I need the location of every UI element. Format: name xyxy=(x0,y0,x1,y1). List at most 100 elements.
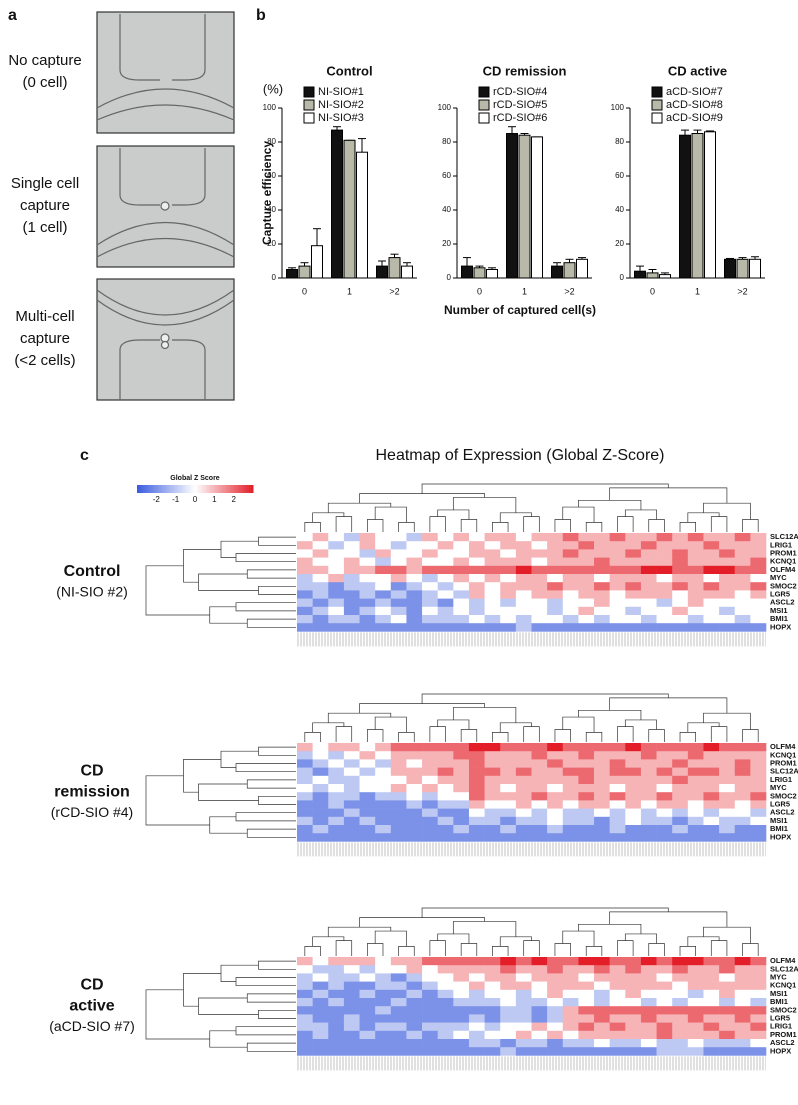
colorbar-step xyxy=(147,485,150,493)
heatmap-cell xyxy=(375,574,392,583)
heatmap-cell xyxy=(390,998,407,1007)
heatmap-cell xyxy=(484,1039,501,1048)
heatmap-cell xyxy=(734,792,751,801)
heatmap-cell xyxy=(484,533,501,542)
x-axis-label: Number of captured cell(s) xyxy=(444,303,596,317)
heatmap-cell xyxy=(656,767,673,777)
heatmap-cell xyxy=(750,825,767,834)
heatmap-cell xyxy=(656,574,673,583)
colorbar-step xyxy=(179,485,182,493)
heatmap-cell xyxy=(500,957,517,966)
bar xyxy=(646,272,659,279)
heatmap-cell xyxy=(703,549,720,558)
heatmap-cell xyxy=(422,751,438,760)
heatmap-cell xyxy=(750,606,767,616)
colorbar-step xyxy=(141,485,144,493)
heatmap-cell xyxy=(750,800,767,809)
colorbar-tick-label: -1 xyxy=(172,495,180,504)
heatmap-cell xyxy=(547,808,564,818)
heatmap-cell xyxy=(500,598,517,608)
heatmap-cell xyxy=(437,1030,454,1040)
heatmap-cell xyxy=(359,808,376,818)
heatmap-cell xyxy=(672,800,689,809)
heatmap-cell xyxy=(640,1047,657,1056)
heatmap-cell xyxy=(750,541,767,550)
heatmap-cell xyxy=(578,574,595,583)
heatmap-cell xyxy=(468,1006,485,1015)
heatmap-cell xyxy=(406,615,423,624)
heatmap-cell xyxy=(547,574,564,583)
heatmap-cell xyxy=(359,989,376,999)
gene-label: KCNQ1 xyxy=(770,557,796,566)
heatmap-cell xyxy=(500,1047,517,1056)
heatmap-cell xyxy=(703,816,720,826)
heatmap-cell xyxy=(312,957,329,966)
y-tick-label: 100 xyxy=(611,103,625,112)
heatmap-cell xyxy=(656,743,673,752)
heatmap-cell xyxy=(562,998,579,1007)
heatmap-cell xyxy=(312,808,329,818)
heatmap-cell xyxy=(453,590,470,599)
heatmap-cell xyxy=(703,541,720,550)
panel-letter: c xyxy=(80,447,89,464)
heatmap-cell xyxy=(375,598,392,608)
heatmap-cell xyxy=(422,800,438,809)
heatmap-cell xyxy=(594,965,610,974)
heatmap-cell xyxy=(625,1014,642,1023)
heatmap-cell xyxy=(656,957,673,966)
heatmap-cell xyxy=(703,989,720,999)
heatmap-cell xyxy=(500,743,517,752)
heatmap-cell xyxy=(640,833,657,842)
legend-swatch xyxy=(478,99,490,111)
heatmap-cell xyxy=(484,582,501,591)
heatmap-cell xyxy=(703,792,720,801)
heatmap-cell xyxy=(297,965,313,974)
heatmap-cell xyxy=(531,1006,548,1015)
heatmap-cell xyxy=(531,590,548,599)
heatmap-cell xyxy=(328,767,345,777)
heatmap-cell xyxy=(640,808,657,818)
heatmap-cell xyxy=(547,557,564,567)
y-tick-label: 40 xyxy=(267,205,276,214)
heatmap-cell xyxy=(609,1030,626,1040)
colorbar-step xyxy=(195,485,198,493)
heatmap-cell xyxy=(359,590,376,599)
heatmap-cell xyxy=(640,998,657,1007)
y-tick-label: 0 xyxy=(272,273,277,282)
heatmap-cell xyxy=(515,1030,532,1040)
heatmap-cell xyxy=(500,1022,517,1032)
heatmap-cell xyxy=(672,557,689,567)
heatmap-cell xyxy=(500,1014,517,1023)
heatmap-cell xyxy=(750,767,767,777)
heatmap-cell xyxy=(390,574,407,583)
heatmap-cell xyxy=(406,1006,423,1015)
heatmap-cell xyxy=(609,1039,626,1048)
heatmap-cell xyxy=(734,759,751,768)
bar xyxy=(473,267,486,279)
heatmap-cell xyxy=(390,989,407,999)
heatmap-cell xyxy=(594,541,610,550)
heatmap-cell xyxy=(703,590,720,599)
heatmap-cell xyxy=(562,825,579,834)
heatmap-cell xyxy=(297,751,313,760)
heatmap-cell xyxy=(656,606,673,616)
heatmap-cell xyxy=(453,825,470,834)
heatmap-cell xyxy=(703,784,720,793)
heatmap-cell xyxy=(312,981,329,991)
heatmap-cell xyxy=(703,1039,720,1048)
heatmap-cell xyxy=(468,582,485,591)
heatmap-cell xyxy=(609,574,626,583)
heatmap-cell xyxy=(328,833,345,842)
heatmap-cell xyxy=(703,1014,720,1023)
heatmap-cell xyxy=(672,973,689,982)
heatmap-cell xyxy=(640,623,657,632)
heatmap-cell xyxy=(531,775,548,785)
heatmap-cell xyxy=(343,1039,360,1048)
heatmap-cell xyxy=(468,1030,485,1040)
colorbar-step xyxy=(249,485,252,493)
heatmap-cell xyxy=(328,606,345,616)
heatmap-cell xyxy=(672,1039,689,1048)
heatmap-cell xyxy=(547,825,564,834)
heatmap-cell xyxy=(562,784,579,793)
heatmap-cell xyxy=(390,1030,407,1040)
